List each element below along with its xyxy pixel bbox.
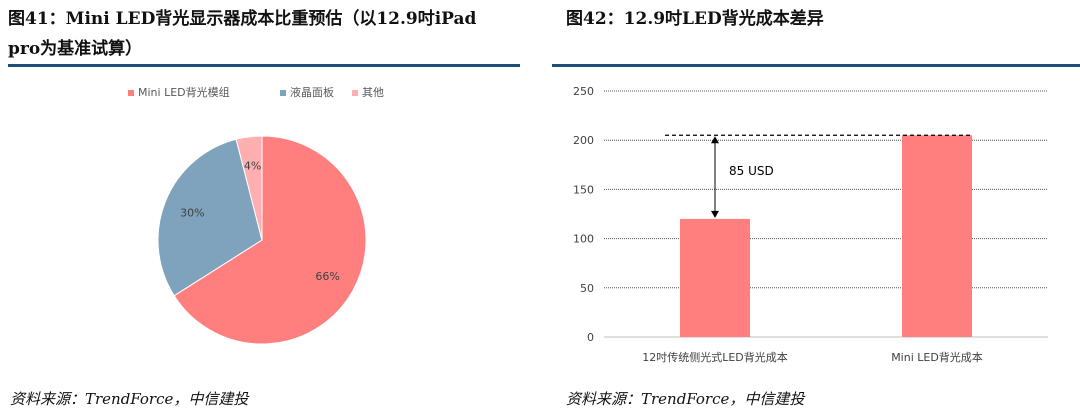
pie-chart-title: 图41：Mini LED背光显示器成本比重预估（以12.9吋iPad pro为基… [8, 9, 477, 59]
bar [680, 218, 750, 337]
pie-chart-source: 资料来源：TrendForce，中信建投 [10, 390, 249, 408]
pie-slice [235, 135, 263, 241]
legend-label: 液晶面板 [290, 85, 334, 99]
y-tick-label: 150 [573, 183, 594, 196]
legend-swatch [352, 90, 358, 96]
legend-swatch [128, 90, 134, 96]
x-tick-label: Mini LED背光成本 [891, 350, 983, 364]
y-tick-label: 200 [573, 134, 594, 147]
bar-chart-title: 图42：12.9吋LED背光成本差异 [566, 9, 824, 29]
legend-swatch [280, 90, 286, 96]
legend-label: 其他 [362, 86, 384, 99]
pie-slice [173, 135, 367, 345]
y-tick-label: 100 [573, 233, 594, 246]
legend-label: Mini LED背光模组 [138, 85, 230, 99]
x-tick-label: 12吋传统侧光式LED背光成本 [642, 350, 788, 364]
y-tick-label: 0 [587, 331, 594, 344]
pie-slice [157, 138, 263, 297]
title-divider [552, 64, 1080, 67]
difference-annotation: 85 USD [729, 164, 774, 178]
pie-slice-label: 66% [315, 270, 339, 283]
y-tick-label: 50 [580, 282, 594, 295]
bar-chart: 0 50 100 150 200 250 12吋传统侧光式LED背光成本 Mini LED背光… [573, 85, 1048, 364]
y-tick-label: 250 [573, 85, 594, 98]
pie-chart: Mini LED背光模组 液晶面板 其他 66% 30% 4% [128, 85, 384, 345]
bar-chart-panel: 图42：12.9吋LED背光成本差异 0 50 100 150 200 250 12吋传统侧… [552, 0, 1080, 415]
bar [902, 135, 972, 337]
bar-chart-source: 资料来源：TrendForce，中信建投 [566, 390, 805, 408]
arrow-head-down [711, 210, 719, 218]
pie-slice-label: 30% [180, 206, 204, 219]
pie-slice-label: 4% [244, 160, 261, 173]
title-divider [8, 64, 520, 67]
arrow-head-up [711, 136, 719, 144]
pie-chart-panel: 图41：Mini LED背光显示器成本比重预估（以12.9吋iPad pro为基… [0, 0, 520, 415]
